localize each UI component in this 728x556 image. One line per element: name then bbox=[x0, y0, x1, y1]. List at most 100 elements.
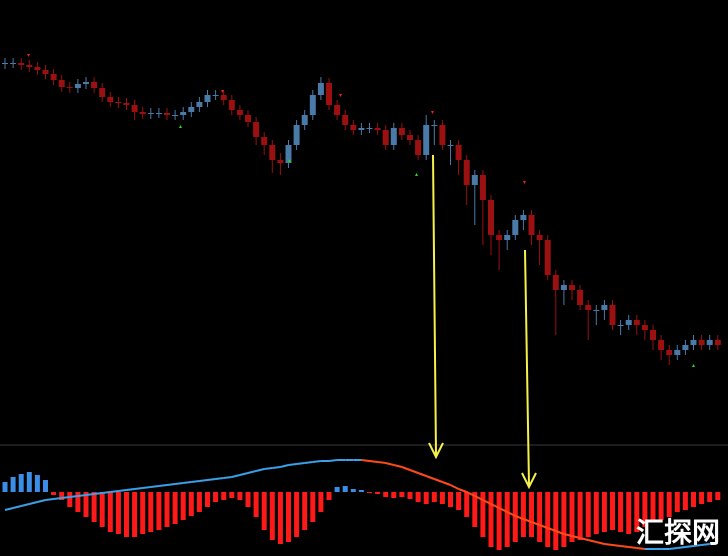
signal-line bbox=[110, 490, 119, 493]
histogram-bar bbox=[415, 492, 421, 502]
signal-line bbox=[458, 488, 468, 493]
candle-body bbox=[577, 290, 584, 305]
histogram-bar bbox=[83, 492, 89, 517]
candle-body bbox=[471, 175, 478, 185]
signal-line bbox=[506, 511, 516, 517]
candle-body bbox=[350, 125, 357, 130]
signal-line bbox=[183, 481, 192, 484]
histogram-bar bbox=[26, 472, 32, 492]
signal-line bbox=[142, 486, 151, 489]
up-signal bbox=[415, 173, 418, 176]
signal-line bbox=[579, 537, 589, 541]
signal-line bbox=[612, 544, 621, 547]
candle-body bbox=[366, 128, 373, 129]
histogram-bar bbox=[537, 492, 543, 542]
histogram-bar bbox=[221, 492, 227, 500]
candle-body bbox=[552, 275, 559, 290]
histogram-bar bbox=[67, 492, 73, 507]
candle-body bbox=[317, 83, 324, 95]
histogram-bar bbox=[383, 492, 389, 497]
candle-body bbox=[447, 145, 454, 146]
histogram-bar bbox=[699, 492, 705, 504]
candle-body bbox=[2, 63, 8, 64]
histogram-bar bbox=[626, 492, 632, 534]
candle-body bbox=[261, 137, 268, 145]
candle-body bbox=[641, 325, 648, 330]
candle-body bbox=[398, 128, 405, 135]
signal-line bbox=[29, 501, 38, 505]
signal-line bbox=[239, 472, 249, 476]
candle-body bbox=[560, 285, 567, 290]
signal-line bbox=[93, 492, 103, 495]
histogram-bar bbox=[51, 492, 57, 495]
signal-line bbox=[304, 461, 313, 464]
signal-line bbox=[482, 499, 492, 505]
candle-body bbox=[423, 125, 430, 155]
down-signal bbox=[221, 90, 224, 93]
candle-body bbox=[601, 305, 608, 310]
signal-line bbox=[604, 543, 613, 546]
candle-body bbox=[180, 112, 187, 115]
signal-line bbox=[296, 462, 305, 465]
signal-line bbox=[231, 474, 241, 478]
signal-line bbox=[531, 521, 540, 526]
histogram-bar bbox=[164, 492, 170, 527]
candle-body bbox=[220, 95, 227, 100]
histogram-bar bbox=[407, 492, 413, 499]
histogram-bar bbox=[610, 492, 615, 530]
candle-body bbox=[10, 63, 17, 64]
histogram-bar bbox=[237, 492, 243, 500]
candle-body bbox=[285, 145, 292, 163]
candle-body bbox=[593, 310, 600, 311]
histogram-bar bbox=[196, 492, 202, 512]
signal-line bbox=[166, 483, 176, 486]
histogram-bar bbox=[375, 492, 381, 494]
histogram-bar bbox=[229, 492, 235, 498]
histogram-bar bbox=[294, 492, 300, 537]
up-signal bbox=[692, 364, 695, 367]
candle-body bbox=[228, 100, 235, 110]
signal-line bbox=[77, 494, 87, 497]
histogram-bar bbox=[245, 492, 251, 507]
histogram-bar bbox=[367, 492, 372, 493]
signal-line bbox=[490, 503, 500, 509]
histogram-bar bbox=[585, 492, 591, 537]
histogram-bar bbox=[456, 492, 462, 510]
signal-line bbox=[126, 488, 135, 491]
histogram-bar bbox=[658, 492, 664, 520]
candle-body bbox=[18, 63, 25, 65]
signal-arrows bbox=[27, 54, 695, 367]
histogram-bar bbox=[124, 492, 129, 537]
signal-line bbox=[433, 478, 443, 483]
histogram-bar bbox=[520, 492, 526, 537]
signal-line bbox=[450, 484, 460, 490]
histogram-bar bbox=[618, 492, 624, 532]
down-signal bbox=[339, 94, 342, 97]
signal-line bbox=[466, 491, 476, 497]
candle-body bbox=[269, 145, 276, 160]
signal-line bbox=[247, 470, 257, 474]
candle-body bbox=[309, 95, 316, 115]
histogram-bar bbox=[569, 492, 575, 542]
candle-body bbox=[625, 320, 632, 325]
histogram-bar bbox=[342, 486, 348, 492]
signal-line bbox=[288, 463, 297, 466]
histogram-bar bbox=[172, 492, 178, 524]
histogram-bar bbox=[391, 492, 397, 498]
signal-line bbox=[255, 468, 265, 472]
candle-body bbox=[617, 325, 624, 326]
histogram-bar bbox=[545, 492, 551, 547]
candle-body bbox=[131, 105, 138, 112]
candle-body bbox=[431, 125, 438, 126]
candle-body bbox=[415, 140, 422, 155]
signal-line bbox=[328, 459, 338, 462]
signal-line bbox=[118, 489, 127, 492]
candle-body bbox=[74, 84, 81, 88]
signal-line bbox=[474, 495, 484, 501]
candle-body bbox=[277, 160, 284, 163]
signal-line bbox=[4, 507, 14, 511]
histogram-bar bbox=[472, 492, 478, 527]
candle-body bbox=[107, 97, 114, 102]
